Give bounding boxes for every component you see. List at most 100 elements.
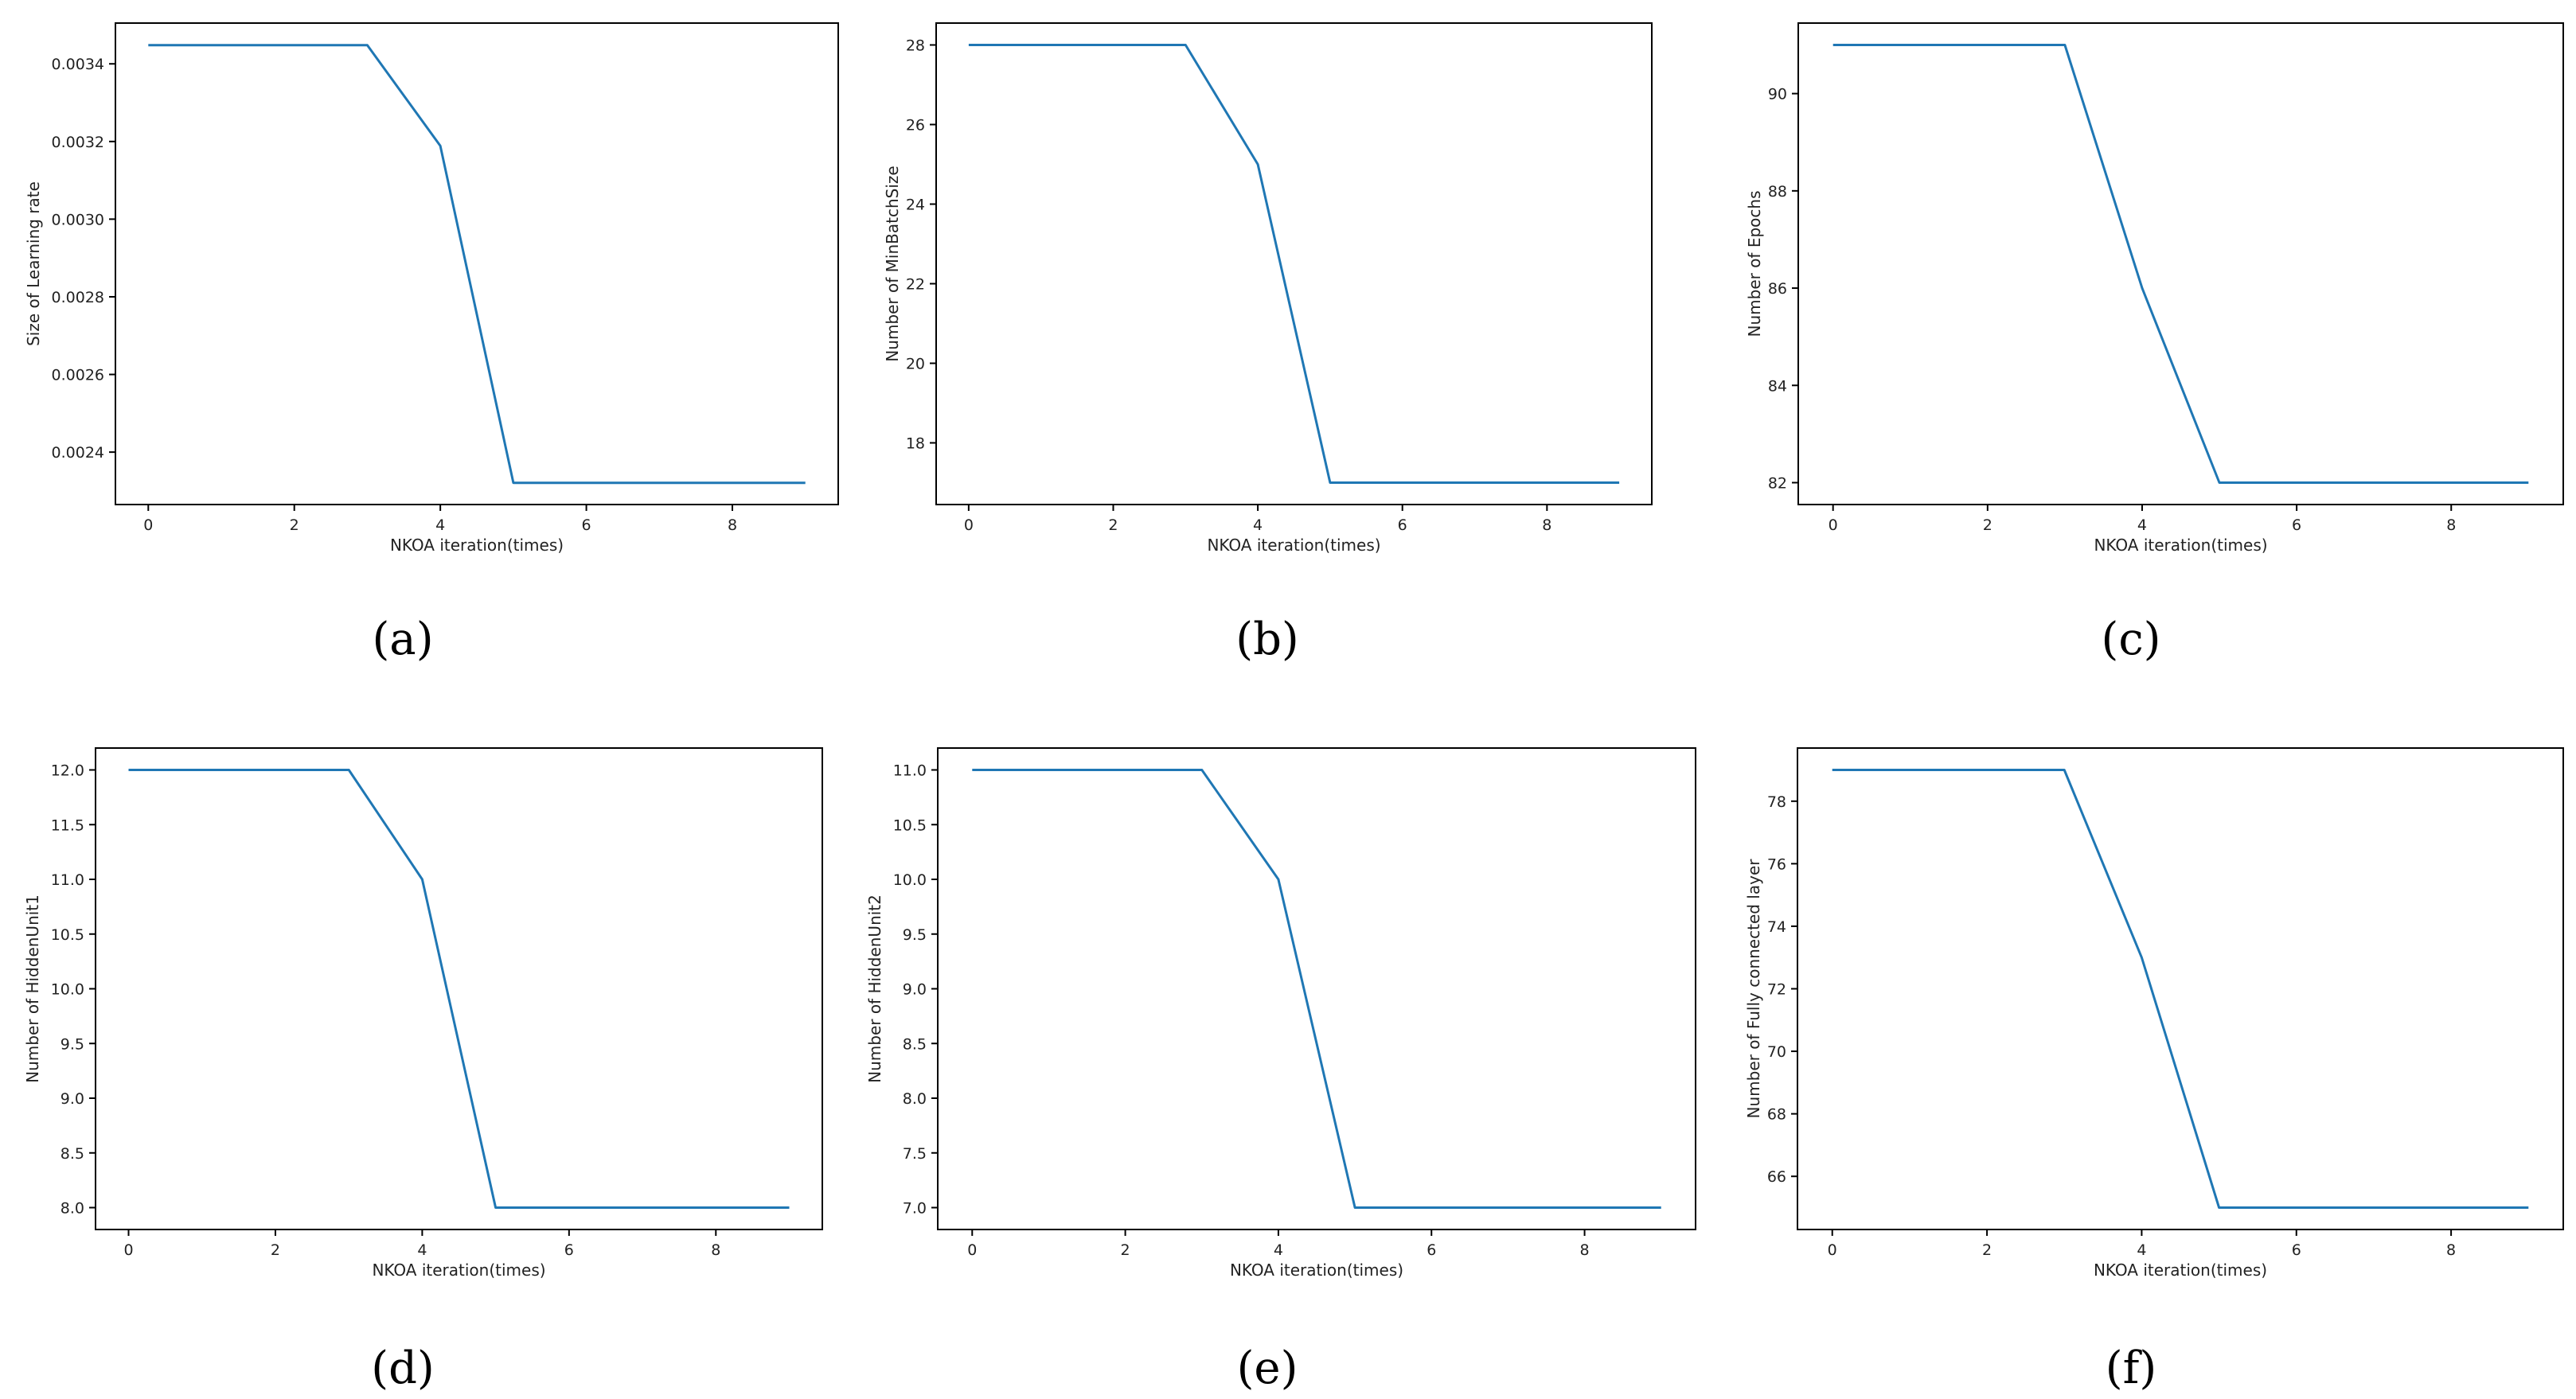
y-tick-label: 86	[1768, 280, 1787, 298]
x-tick-label: 8	[728, 516, 737, 534]
x-tick-label: 8	[2446, 516, 2456, 534]
y-tick-label: 10.0	[893, 871, 927, 889]
y-tick-label: 10.0	[51, 981, 84, 999]
panel-caption: (b)	[1235, 614, 1299, 665]
x-tick-label: 4	[435, 516, 445, 534]
y-tick-label: 8.0	[903, 1090, 927, 1108]
y-tick-label: 10.5	[893, 816, 927, 834]
y-tick-label: 20	[906, 356, 925, 373]
y-tick-label: 0.0034	[52, 56, 104, 73]
plot-frame	[937, 747, 1696, 1230]
x-tick-label: 2	[1983, 516, 1992, 534]
x-tick-label: 8	[1542, 516, 1551, 534]
y-tick-label: 12.0	[51, 762, 84, 780]
x-tick-label: 0	[967, 1241, 977, 1259]
y-axis-label: Number of Epochs	[1745, 191, 1764, 337]
x-tick-label: 4	[1274, 1241, 1283, 1259]
panel-caption: (f)	[2106, 1342, 2156, 1394]
x-axis-label: NKOA iteration(times)	[1207, 536, 1380, 555]
y-axis-label: Number of Fully connected layer	[1744, 859, 1763, 1119]
y-tick-label: 84	[1768, 377, 1787, 395]
chart-panel: 0 2 4 6 8 0.0024 0.0026 0.0028 0.0030 0.0032 0.003…	[24, 22, 839, 665]
plot-frame	[95, 747, 823, 1230]
y-tick-label: 8.0	[60, 1200, 84, 1218]
x-tick-label: 2	[271, 1241, 280, 1259]
series-line	[972, 769, 1661, 1209]
x-tick-label: 6	[1398, 516, 1407, 534]
series-line	[1832, 769, 2529, 1209]
x-tick-label: 6	[564, 1241, 574, 1259]
x-tick-label: 0	[123, 1241, 133, 1259]
y-axis-label: Number of HiddenUnit2	[865, 894, 884, 1083]
y-tick-label: 0.0028	[52, 289, 104, 306]
y-tick-label: 9.5	[903, 926, 927, 944]
y-tick-label: 88	[1768, 183, 1787, 201]
y-tick-label: 22	[906, 276, 925, 294]
y-tick-label: 9.0	[60, 1090, 84, 1108]
x-tick-label: 6	[1427, 1241, 1436, 1259]
y-tick-label: 76	[1767, 855, 1786, 873]
y-tick-label: 0.0024	[52, 444, 104, 462]
x-tick-label: 8	[1580, 1241, 1590, 1259]
x-axis-label: NKOA iteration(times)	[1230, 1261, 1403, 1280]
chart-panel: 0 2 4 6 8 8.0 8.5 9.0 9.5 10.0 10.5 11.0 11.5 12.0 NKO…	[23, 747, 823, 1394]
chart-panel: 0 2 4 6 8 82 84 86 88 90 NKOA iteration(times) Numb…	[1745, 22, 2564, 665]
x-tick-label: 2	[1108, 516, 1118, 534]
plot-frame	[115, 22, 839, 505]
y-tick-label: 24	[906, 197, 925, 214]
y-tick-label: 70	[1767, 1043, 1786, 1061]
x-tick-label: 0	[1828, 1241, 1837, 1259]
y-tick-label: 11.5	[51, 816, 84, 834]
y-axis-label: Size of Learning rate	[24, 181, 43, 346]
series-line	[128, 769, 790, 1209]
y-tick-label: 9.0	[903, 981, 927, 999]
panel-caption: (c)	[2101, 614, 2160, 665]
y-tick-label: 8.5	[903, 1035, 927, 1053]
x-tick-label: 2	[1982, 1241, 1992, 1259]
series-line	[968, 44, 1620, 484]
y-tick-label: 78	[1767, 793, 1786, 811]
panel-caption: (d)	[371, 1342, 435, 1394]
x-tick-label: 8	[2446, 1241, 2456, 1259]
plot-frame	[1797, 22, 2564, 505]
y-tick-label: 11.0	[51, 871, 84, 889]
y-tick-label: 68	[1767, 1106, 1786, 1124]
x-axis-label: NKOA iteration(times)	[372, 1261, 545, 1280]
y-tick-label: 0.0032	[52, 134, 104, 151]
y-tick-label: 7.5	[903, 1145, 927, 1163]
panel-caption: (a)	[372, 614, 433, 665]
x-tick-label: 6	[2292, 516, 2301, 534]
x-tick-label: 4	[2137, 516, 2147, 534]
y-tick-label: 26	[906, 117, 925, 134]
y-tick-label: 0.0030	[52, 211, 104, 228]
y-tick-label: 11.0	[893, 762, 927, 780]
x-tick-label: 0	[964, 516, 974, 534]
y-tick-label: 0.0026	[52, 367, 104, 384]
y-axis-label: Number of MinBatchSize	[883, 166, 902, 361]
y-tick-label: 10.5	[51, 926, 84, 944]
y-tick-label: 8.5	[60, 1145, 84, 1163]
y-tick-label: 7.0	[903, 1200, 927, 1218]
y-tick-label: 28	[906, 37, 925, 55]
series-line	[1832, 44, 2529, 484]
x-tick-label: 8	[711, 1241, 720, 1259]
x-tick-label: 2	[290, 516, 299, 534]
y-tick-label: 66	[1767, 1168, 1786, 1186]
y-tick-label: 90	[1768, 86, 1787, 103]
x-tick-label: 0	[143, 516, 153, 534]
x-tick-label: 0	[1829, 516, 1838, 534]
panel-caption: (e)	[1237, 1342, 1298, 1394]
x-tick-label: 4	[417, 1241, 427, 1259]
x-tick-label: 4	[1253, 516, 1263, 534]
x-axis-label: NKOA iteration(times)	[2094, 536, 2267, 555]
x-tick-label: 4	[2137, 1241, 2146, 1259]
y-tick-label: 9.5	[60, 1035, 84, 1053]
y-axis-label: Number of HiddenUnit1	[23, 894, 42, 1083]
chart-panel: 0 2 4 6 8 7.0 7.5 8.0 8.5 9.0 9.5 10.0 10.5 11.0 NKOA …	[865, 747, 1696, 1394]
plot-frame	[1797, 747, 2564, 1230]
y-tick-label: 82	[1768, 475, 1787, 493]
y-tick-label: 74	[1767, 918, 1786, 936]
